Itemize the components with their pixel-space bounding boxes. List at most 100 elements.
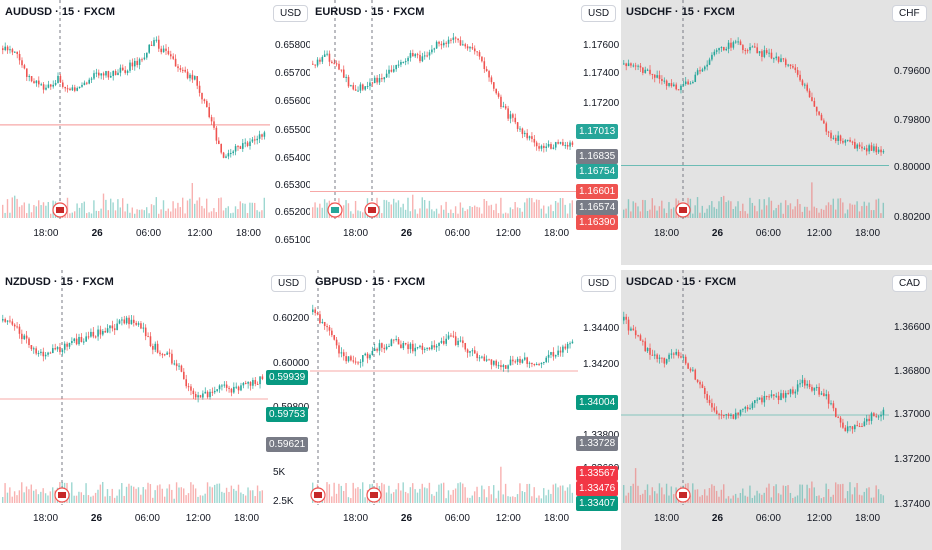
volume-bar	[326, 482, 328, 503]
volume-bar	[218, 483, 221, 503]
candle-body	[4, 319, 6, 322]
volume-bar	[500, 197, 502, 218]
chart-panel-audusd[interactable]: AUDUSD · 15 · FXCM USD 0.65800 0.65700 0.656…	[0, 0, 310, 265]
candle-body	[254, 380, 257, 384]
volume-bar	[230, 213, 232, 218]
candle-body	[770, 52, 773, 59]
x-axis-tick: 06:00	[755, 228, 781, 239]
candle-body	[773, 58, 775, 60]
candle-body	[414, 54, 417, 57]
volume-bar	[875, 199, 877, 218]
chart-panel-eurusd[interactable]: EURUSD · 15 · FXCM USD 1.17600 1.17400 1.172…	[310, 0, 621, 265]
candle-body	[818, 387, 820, 395]
candle-body	[473, 48, 476, 52]
candle-body	[634, 65, 637, 67]
currency-label[interactable]: USD	[271, 275, 307, 292]
candle-body	[54, 348, 56, 350]
candle-body	[328, 327, 331, 331]
candle-body	[431, 345, 433, 350]
volume-bar	[739, 492, 742, 503]
volume-bar	[815, 496, 818, 503]
volume-bar	[85, 483, 87, 503]
candle-body	[569, 142, 571, 147]
candle-body	[799, 383, 801, 385]
volume-bar	[345, 200, 347, 218]
candle-body	[794, 67, 797, 71]
currency-label[interactable]: CHF	[892, 5, 927, 22]
candle-body	[827, 131, 830, 133]
candle-body	[566, 144, 569, 147]
chart-canvas[interactable]	[310, 0, 621, 265]
volume-bar	[813, 206, 815, 218]
currency-label[interactable]: USD	[581, 275, 617, 292]
candle-body	[215, 127, 218, 141]
currency-label[interactable]: USD	[273, 5, 309, 22]
volume-bar	[106, 489, 109, 503]
candle-body	[706, 393, 708, 400]
volume-bar	[166, 488, 168, 503]
volume-bar	[827, 489, 830, 503]
chart-canvas[interactable]	[0, 0, 310, 265]
candle-body	[811, 386, 813, 391]
candle-body	[834, 137, 837, 141]
chart-canvas[interactable]	[0, 270, 310, 550]
volume-bar	[471, 495, 473, 503]
volume-bar	[732, 209, 734, 218]
candle-body	[4, 46, 6, 51]
volume-bar	[644, 200, 646, 218]
volume-bar	[404, 209, 407, 218]
chart-canvas[interactable]	[621, 270, 932, 550]
volume-bar	[47, 202, 49, 218]
candle-body	[842, 140, 844, 143]
candle-body	[59, 347, 61, 353]
candle-body	[75, 338, 78, 345]
volume-bar	[706, 208, 708, 218]
candle-body	[392, 69, 395, 72]
candle-body	[737, 412, 739, 415]
candle-body	[701, 69, 704, 72]
candle-body	[682, 84, 685, 86]
candle-body	[52, 84, 54, 87]
volume-bar	[462, 207, 464, 218]
candle-body	[194, 76, 196, 80]
chart-canvas[interactable]	[621, 0, 932, 265]
candle-body	[665, 359, 668, 364]
volume-bar	[787, 485, 789, 503]
chart-panel-gbpusd[interactable]: GBPUSD · 15 · FXCM USD 1.34400 1.34200 1.338…	[310, 270, 621, 550]
volume-bar	[421, 197, 423, 218]
candle-body	[677, 89, 680, 91]
volume-bar	[804, 498, 806, 503]
x-axis-tick: 06:00	[444, 228, 470, 239]
candle-body	[173, 363, 176, 365]
chart-panel-usdchf[interactable]: USDCHF · 15 · FXCM CHF 0.79600 0.79800 0.800…	[621, 0, 932, 265]
candle-body	[523, 132, 526, 135]
volume-bar	[88, 212, 90, 218]
chart-canvas[interactable]	[310, 270, 621, 550]
volume-bar	[440, 483, 443, 503]
candle-body	[30, 76, 33, 82]
x-axis-tick: 18:00	[33, 228, 59, 239]
candle-body	[466, 46, 469, 49]
currency-label[interactable]: CAD	[892, 275, 928, 292]
volume-bar	[533, 202, 535, 218]
volume-bar	[844, 213, 846, 218]
volume-bar	[2, 497, 4, 503]
chart-panel-nzdusd[interactable]: NZDUSD · 15 · FXCMUSD0.602000.600000.598…	[0, 270, 310, 550]
candle-body	[61, 349, 64, 353]
candle-body	[49, 352, 52, 354]
volume-bar	[538, 495, 540, 503]
candle-body	[514, 361, 517, 363]
chart-panel-usdcad[interactable]: USDCAD · 15 · FXCM CAD 1.36600 1.36800 1.370…	[621, 270, 932, 550]
candle-body	[331, 330, 333, 336]
candle-body	[110, 75, 112, 78]
candle-body	[564, 144, 567, 146]
currency-label[interactable]: USD	[581, 5, 617, 22]
candle-body	[240, 385, 242, 391]
volume-bar	[528, 483, 531, 503]
candle-body	[623, 63, 625, 65]
volume-bar	[535, 199, 538, 218]
volume-bar	[844, 498, 846, 503]
volume-bar	[459, 482, 462, 503]
y-axis-tick: 0.65800	[275, 40, 310, 51]
candle-body	[174, 58, 177, 67]
